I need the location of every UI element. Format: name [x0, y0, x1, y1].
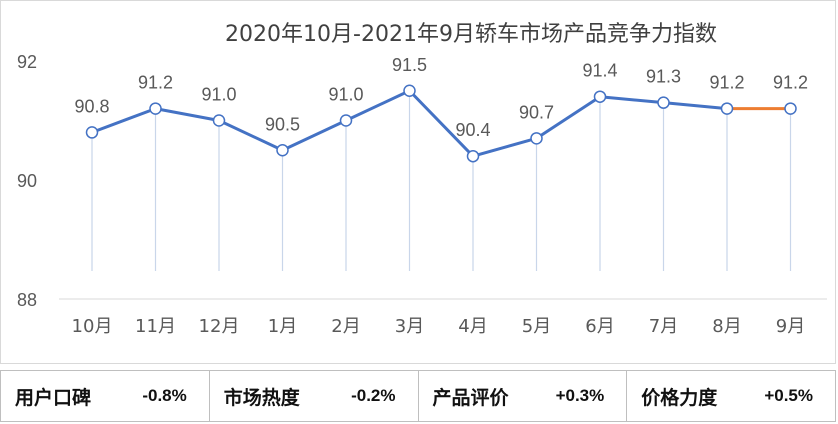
x-tick-label: 10月 — [72, 316, 113, 337]
data-point — [276, 144, 289, 157]
data-point — [784, 102, 797, 115]
metric-value: +0.3% — [555, 386, 605, 405]
x-tick-label: 2月 — [331, 316, 360, 337]
data-label: 90.8 — [74, 96, 109, 116]
metric-label: 市场热度 — [223, 386, 300, 409]
metric-label: 用户口碑 — [15, 386, 92, 409]
y-tick-label: 90 — [17, 171, 37, 191]
data-label: 91.2 — [709, 73, 744, 93]
metric-price-strength: 价格力度 +0.5% — [627, 371, 835, 421]
data-markers — [85, 84, 797, 163]
data-labels: 90.8 91.2 91.0 90.5 91.0 91.5 90.4 90.7 91.4 91.3… — [74, 55, 808, 140]
metric-value: -0.8% — [142, 386, 187, 405]
line-chart: 2020年10月-2021年9月轿车市场产品竞争力指数 88 90 92 10月 11… — [17, 22, 827, 337]
x-tick-label: 6月 — [585, 316, 614, 337]
data-point — [466, 149, 480, 163]
data-label: 91.2 — [773, 73, 808, 93]
x-tick-label: 9月 — [776, 316, 805, 337]
x-tick-label: 4月 — [458, 316, 487, 337]
data-label: 91.3 — [646, 67, 681, 87]
x-tick-label: 8月 — [712, 316, 741, 337]
x-tick-label: 5月 — [522, 316, 551, 337]
chart-title: 2020年10月-2021年9月轿车市场产品竞争力指数 — [225, 22, 717, 47]
data-label: 91.2 — [138, 73, 173, 93]
data-label: 91.0 — [201, 85, 236, 105]
data-point — [530, 132, 543, 145]
y-tick-label: 88 — [17, 290, 37, 310]
x-tick-label: 3月 — [395, 316, 424, 337]
data-point — [149, 102, 162, 115]
chart-frame: 2020年10月-2021年9月轿车市场产品竞争力指数 88 90 92 10月 11… — [0, 0, 836, 364]
data-point — [720, 102, 734, 115]
y-tick-label: 92 — [17, 52, 37, 72]
data-point — [212, 114, 226, 127]
metric-product-review: 产品评价 +0.3% — [419, 371, 628, 421]
data-label: 90.5 — [265, 114, 300, 134]
data-point — [593, 90, 607, 103]
data-point — [339, 114, 353, 127]
data-label: 90.4 — [455, 120, 490, 140]
metrics-bar: 用户口碑 -0.8% 市场热度 -0.2% 产品评价 +0.3% 价格力度 +0… — [0, 370, 836, 422]
x-tick-label: 11月 — [135, 316, 176, 337]
metric-market-heat: 市场热度 -0.2% — [210, 371, 419, 421]
x-tick-label: 7月 — [649, 316, 678, 337]
data-label: 91.0 — [328, 85, 363, 105]
data-label: 91.4 — [582, 61, 617, 81]
metric-label: 产品评价 — [432, 386, 509, 409]
data-point — [657, 96, 670, 109]
data-label: 90.7 — [519, 102, 554, 122]
data-point — [85, 126, 99, 139]
data-label: 91.5 — [392, 55, 427, 75]
metric-value: +0.5% — [764, 386, 813, 405]
metric-label: 价格力度 — [641, 386, 718, 409]
x-tick-label: 1月 — [268, 316, 297, 337]
series-line — [91, 89, 791, 158]
x-tick-label: 12月 — [199, 316, 240, 337]
metric-user-reputation: 用户口碑 -0.8% — [1, 371, 210, 421]
y-axis-ticks: 88 90 92 — [17, 52, 37, 310]
drop-lines — [91, 90, 792, 271]
metric-value: -0.2% — [351, 386, 396, 405]
data-point — [403, 84, 416, 97]
x-axis-ticks: 10月 11月 12月 1月 2月 3月 4月 5月 6月 7月 8月 9月 — [72, 316, 806, 337]
